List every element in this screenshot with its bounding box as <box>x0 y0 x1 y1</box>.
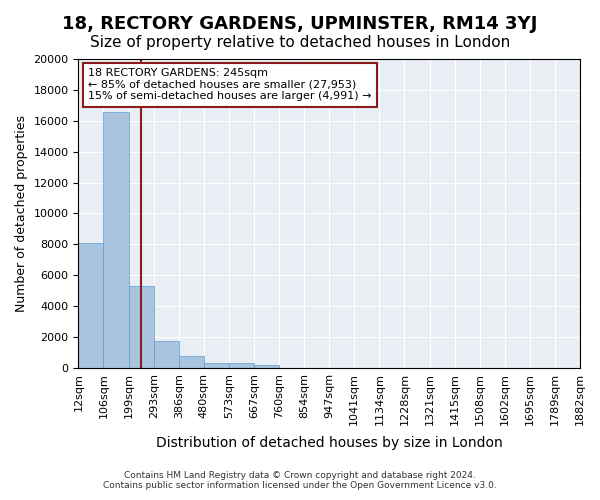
Bar <box>229 364 254 368</box>
Text: Size of property relative to detached houses in London: Size of property relative to detached ho… <box>90 35 510 50</box>
Text: 18, RECTORY GARDENS, UPMINSTER, RM14 3YJ: 18, RECTORY GARDENS, UPMINSTER, RM14 3YJ <box>62 15 538 33</box>
Bar <box>128 286 154 368</box>
Bar <box>103 112 128 368</box>
Bar <box>204 364 229 368</box>
X-axis label: Distribution of detached houses by size in London: Distribution of detached houses by size … <box>156 436 503 450</box>
Text: Contains HM Land Registry data © Crown copyright and database right 2024.
Contai: Contains HM Land Registry data © Crown c… <box>103 470 497 490</box>
Text: 18 RECTORY GARDENS: 245sqm
← 85% of detached houses are smaller (27,953)
15% of : 18 RECTORY GARDENS: 245sqm ← 85% of deta… <box>88 68 372 102</box>
Y-axis label: Number of detached properties: Number of detached properties <box>15 115 28 312</box>
Bar <box>179 356 204 368</box>
Bar <box>154 341 179 368</box>
Bar <box>79 243 103 368</box>
Bar <box>254 365 279 368</box>
